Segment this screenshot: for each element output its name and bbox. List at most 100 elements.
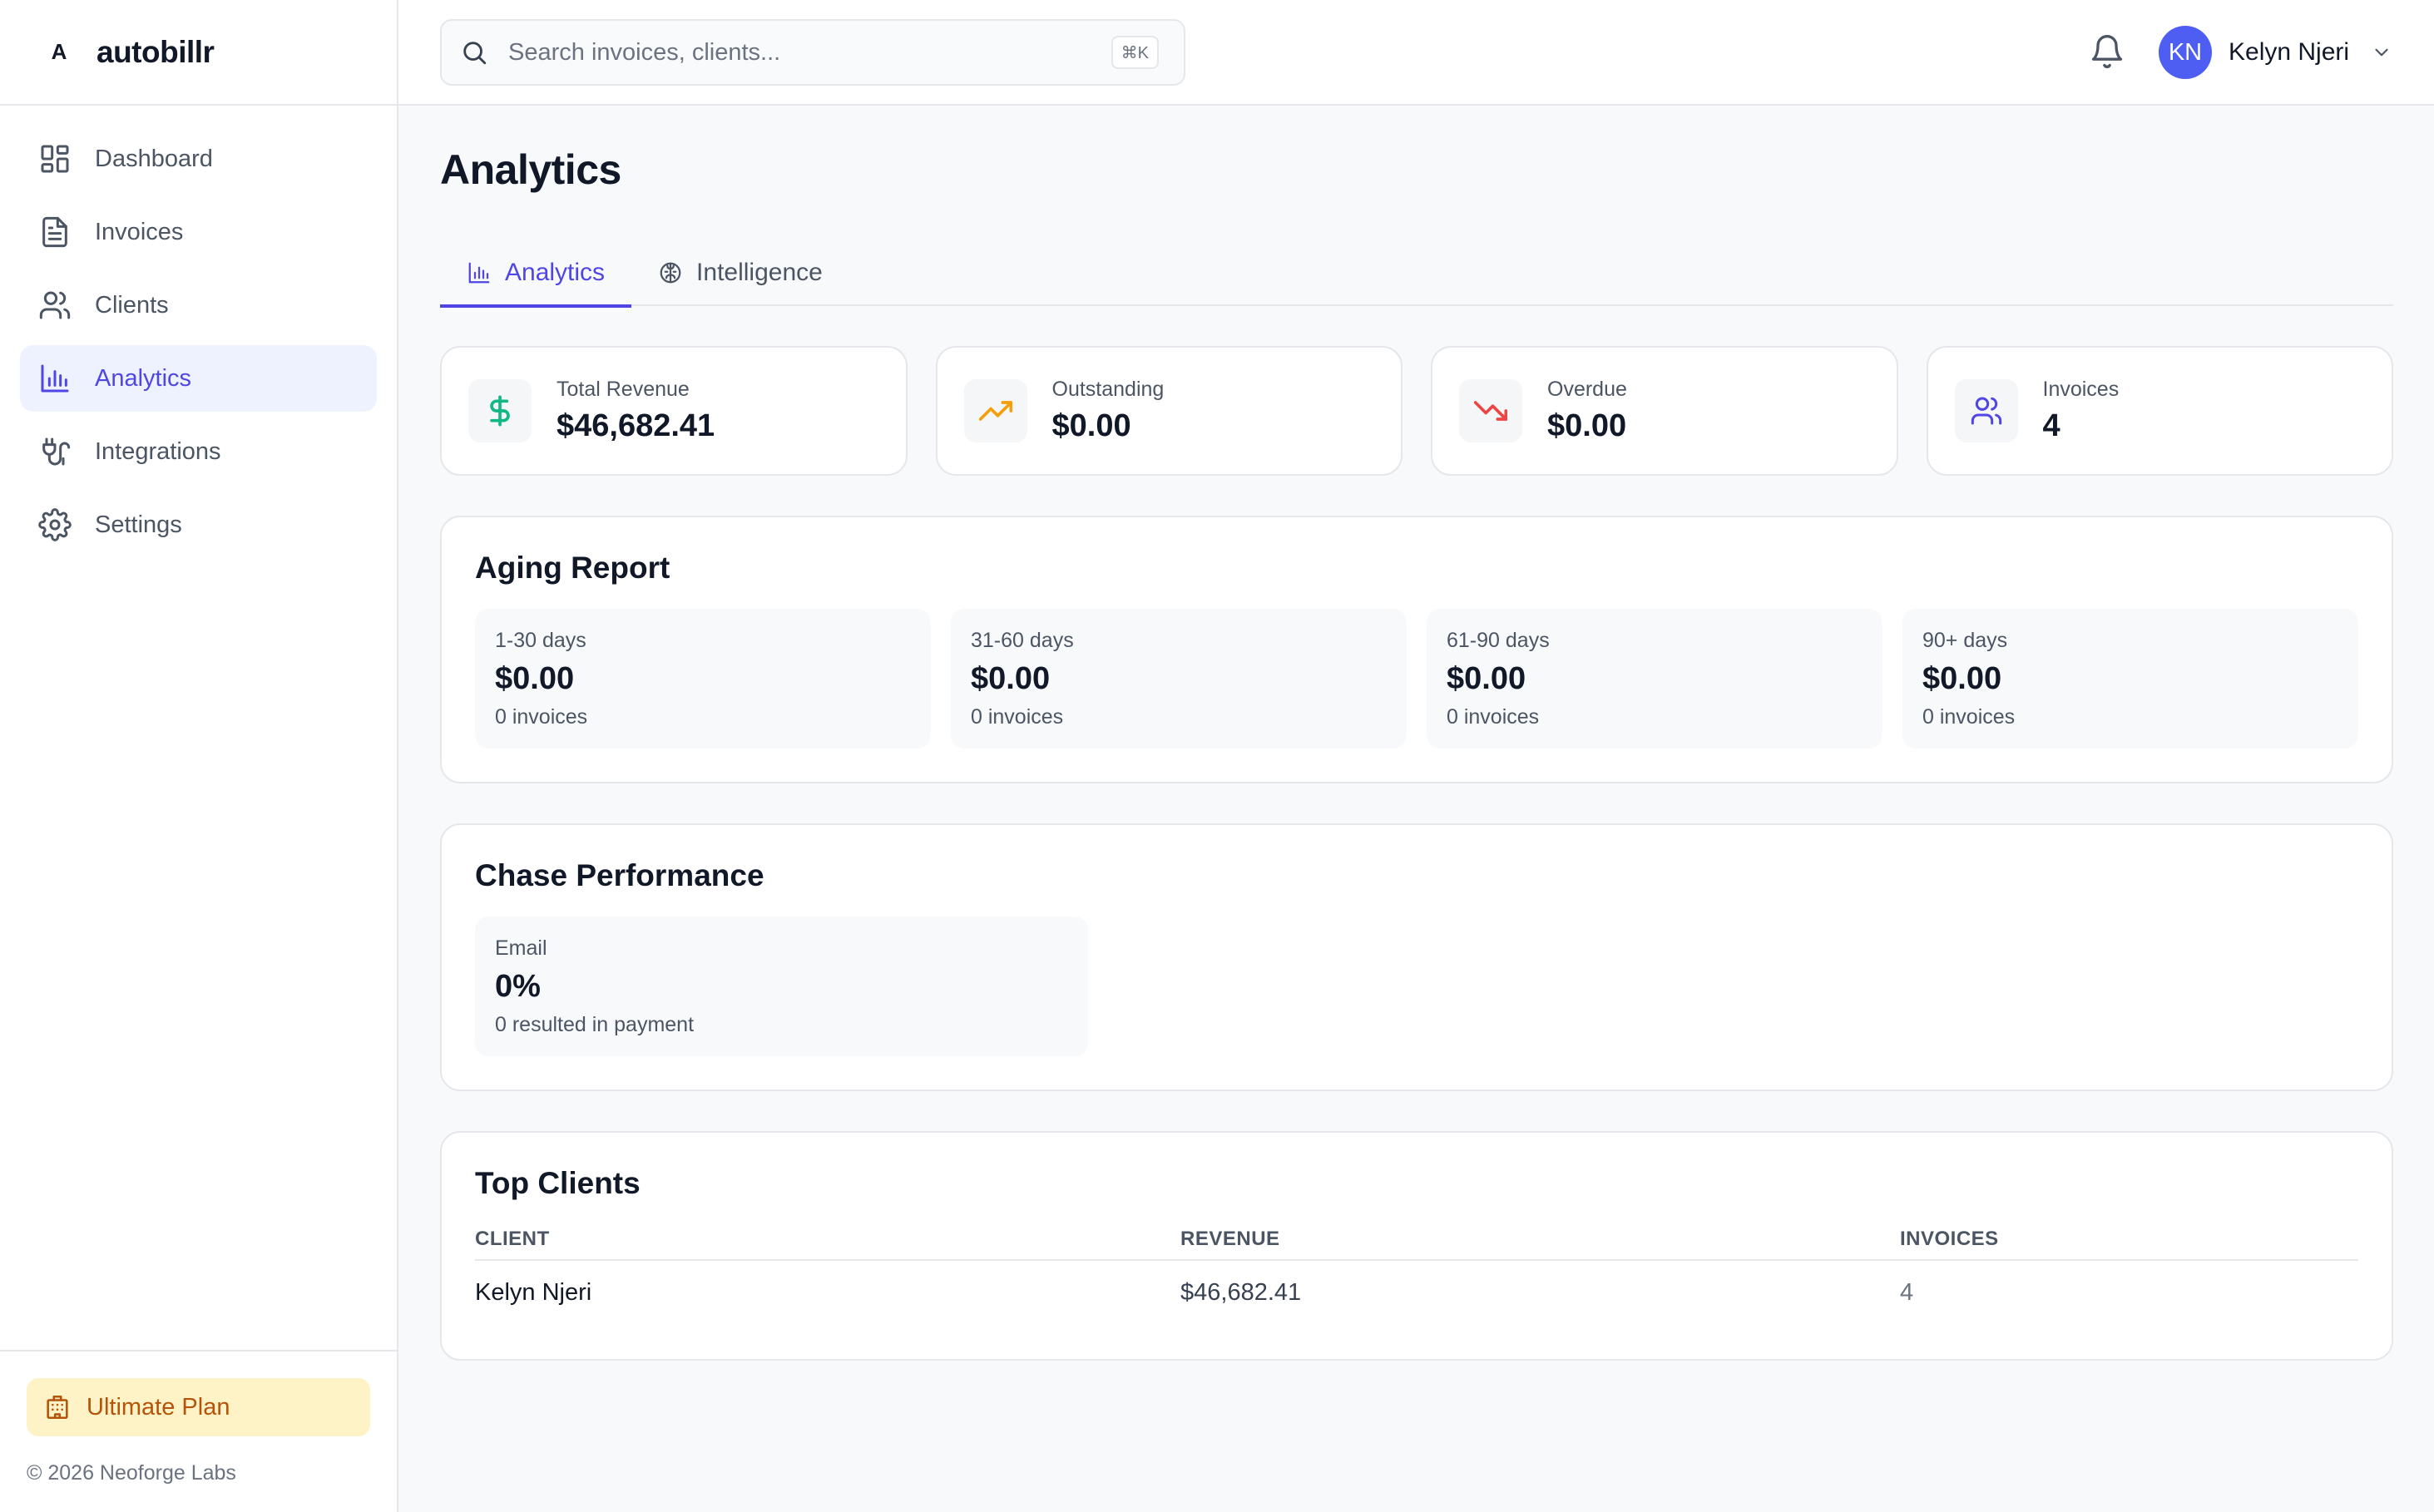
aging-bucket-31-60: 31-60 days $0.00 0 invoices — [951, 609, 1407, 749]
aging-bucket-1-30: 1-30 days $0.00 0 invoices — [475, 609, 931, 749]
stat-value: $0.00 — [1051, 408, 1131, 443]
sidebar-item-invoices[interactable]: Invoices — [20, 199, 377, 265]
users-icon — [1971, 397, 2001, 425]
tile-value: $0.00 — [495, 661, 575, 696]
brain-icon — [660, 262, 681, 283]
tile-value: $0.00 — [971, 661, 1051, 696]
stat-icon-box — [963, 379, 1027, 442]
aging-bucket-61-90: 61-90 days $0.00 0 invoices — [1427, 609, 1882, 749]
stat-label: Overdue — [1547, 378, 1627, 401]
plan-label: Ultimate Plan — [87, 1393, 230, 1421]
sidebar-item-label: Integrations — [95, 437, 221, 465]
search-box[interactable]: ⌘K — [440, 19, 1185, 86]
tile-value: 0% — [495, 969, 541, 1004]
stat-icon-box — [1954, 379, 2018, 442]
stat-label: Outstanding — [1051, 378, 1165, 401]
chase-channel-email: Email 0% 0 resulted in payment — [475, 917, 1088, 1056]
table-row[interactable]: Kelyn Njeri $46,682.41 4 — [475, 1261, 2358, 1324]
bell-icon — [2091, 35, 2123, 68]
tile-label: Email — [495, 936, 547, 960]
sidebar-item-integrations[interactable]: Integrations — [20, 418, 377, 485]
avatar: KN — [2159, 26, 2212, 79]
search-shortcut-badge: ⌘K — [1111, 36, 1159, 69]
tile-label: 61-90 days — [1447, 629, 1550, 652]
card-title: Aging Report — [475, 551, 670, 585]
dollar-icon — [490, 395, 510, 427]
sidebar-item-label: Analytics — [95, 364, 192, 392]
stat-card-overdue: Overdue $0.00 — [1431, 346, 1898, 476]
sidebar-item-analytics[interactable]: Analytics — [20, 345, 377, 412]
building-icon — [47, 1395, 68, 1420]
sidebar-item-clients[interactable]: Clients — [20, 272, 377, 338]
search-input[interactable] — [508, 38, 1091, 67]
stat-icon-box — [1459, 379, 1522, 442]
sidebar-item-dashboard[interactable]: Dashboard — [20, 126, 377, 192]
cell-revenue: $46,682.41 — [1180, 1278, 1302, 1306]
table-header: CLIENT REVENUE INVOICES — [475, 1219, 2358, 1261]
tab-bar: Analytics Intelligence — [440, 239, 2393, 308]
tile-sub: 0 invoices — [1447, 705, 1540, 729]
gear-icon — [38, 508, 72, 541]
tab-label: Analytics — [505, 258, 606, 286]
users-icon — [39, 291, 71, 319]
stat-card-invoices: Invoices 4 — [1926, 346, 2393, 476]
topbar: ⌘K KN Kelyn Njeri — [398, 0, 2434, 106]
sidebar: A autobillr Dashboard Invoices Clients A… — [0, 0, 398, 1512]
sidebar-nav: Dashboard Invoices Clients Analytics Int… — [0, 106, 397, 558]
search-icon — [463, 42, 487, 65]
tile-sub: 0 resulted in payment — [495, 1013, 695, 1036]
trending-down-icon — [1474, 401, 1507, 421]
tile-label: 90+ days — [1922, 629, 2008, 652]
sidebar-item-label: Invoices — [95, 218, 184, 245]
plug-icon — [42, 437, 71, 466]
main-content: Analytics Analytics Intelligence Total R… — [440, 106, 2393, 1361]
stat-card-outstanding: Outstanding $0.00 — [935, 346, 1403, 476]
tile-sub: 0 invoices — [971, 705, 1064, 729]
cell-invoices: 4 — [1900, 1278, 1914, 1306]
brand-name: autobillr — [96, 34, 215, 69]
sidebar-item-label: Dashboard — [95, 145, 213, 172]
user-menu[interactable]: KN Kelyn Njeri — [2159, 25, 2392, 80]
file-text-icon — [42, 216, 67, 248]
column-header-client[interactable]: CLIENT — [475, 1228, 550, 1250]
tile-label: 1-30 days — [495, 629, 586, 652]
column-header-invoices[interactable]: INVOICES — [1900, 1228, 1999, 1250]
aging-report-card: Aging Report 1-30 days $0.00 0 invoices … — [440, 516, 2393, 783]
tab-intelligence[interactable]: Intelligence — [631, 239, 849, 306]
plan-button[interactable]: Ultimate Plan — [27, 1378, 370, 1436]
cell-client: Kelyn Njeri — [475, 1278, 592, 1306]
aging-buckets: 1-30 days $0.00 0 invoices 31-60 days $0… — [475, 609, 2358, 749]
bar-chart-icon — [41, 364, 69, 393]
notifications-button[interactable] — [2089, 33, 2125, 70]
card-title: Top Clients — [475, 1166, 641, 1200]
card-title: Chase Performance — [475, 858, 764, 892]
stat-value: $0.00 — [1547, 408, 1627, 443]
tile-sub: 0 invoices — [1922, 705, 2016, 729]
brand[interactable]: A autobillr — [0, 0, 397, 106]
trending-up-icon — [978, 401, 1012, 421]
stat-label: Invoices — [2042, 378, 2120, 401]
tab-analytics[interactable]: Analytics — [440, 239, 632, 308]
tab-label: Intelligence — [696, 258, 823, 286]
stat-value: 4 — [2042, 408, 2060, 443]
brand-logo-icon: A — [51, 39, 67, 64]
stat-value: $46,682.41 — [557, 408, 715, 443]
column-header-revenue[interactable]: REVENUE — [1180, 1228, 1280, 1250]
stat-icon-box — [468, 379, 532, 442]
stat-card-total-revenue: Total Revenue $46,682.41 — [440, 346, 908, 476]
tile-sub: 0 invoices — [495, 705, 588, 729]
stat-label: Total Revenue — [557, 378, 690, 401]
bar-chart-icon — [468, 262, 490, 283]
dashboard-icon — [41, 145, 69, 173]
chevron-down-icon — [2375, 48, 2388, 57]
tile-value: $0.00 — [1922, 661, 2002, 696]
aging-bucket-90-plus: 90+ days $0.00 0 invoices — [1902, 609, 2358, 749]
stats-row: Total Revenue $46,682.41 Outstanding $0.… — [440, 346, 2393, 476]
sidebar-item-label: Settings — [95, 511, 182, 538]
page-title: Analytics — [440, 146, 621, 193]
sidebar-item-label: Clients — [95, 291, 169, 319]
user-name: Kelyn Njeri — [2229, 38, 2350, 66]
top-clients-card: Top Clients CLIENT REVENUE INVOICES Kely… — [440, 1131, 2393, 1361]
tile-value: $0.00 — [1447, 661, 1526, 696]
sidebar-item-settings[interactable]: Settings — [20, 492, 377, 558]
